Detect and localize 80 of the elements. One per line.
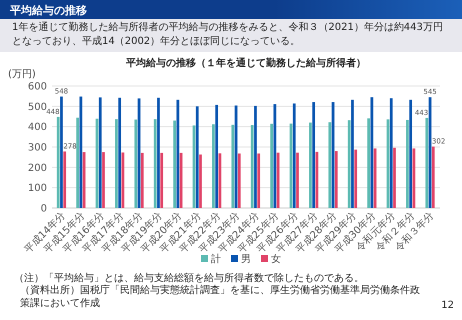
bar [432,146,435,208]
bar [390,98,393,208]
legend-item: 男 [231,254,251,265]
bar [115,119,118,208]
bar [231,124,234,208]
bar [428,97,432,208]
bar [386,119,390,208]
bar [292,103,296,208]
bar [276,152,280,208]
ytick: 100 [28,183,47,194]
bar [134,120,138,208]
bar [96,118,98,208]
bar [234,106,238,208]
bar [393,148,396,208]
bar [196,106,199,208]
bar [79,96,82,208]
annotation: 1年を通じて勤務した給与所得者の平均給与の推移をみると、令和３（2021）年分は約443万円となっており、平成14（2002）年分とほぼ同じになっている。 [12,21,444,49]
bar [250,125,254,208]
ylabel: (万円) [8,69,36,80]
bar [63,151,66,208]
annotation: （資料出所）国税庁「民間給与実態統計調査」を基に、厚生労働省労働基準局労働条件政策課において作成 [20,284,420,310]
bar [140,152,144,208]
ytick: 400 [28,122,47,134]
bar [257,154,260,208]
bar [180,152,182,208]
bar [157,98,160,208]
bar [218,153,222,208]
bar [118,98,122,208]
bar [254,106,257,208]
legend-label: 女 [271,253,281,265]
bar [409,100,412,208]
annotation: （注）「平均給与」とは、給与支給総額を給与所得者数で除したものである。 [14,272,364,284]
bar [154,119,157,208]
bar [370,97,374,208]
bar [348,120,351,208]
bar [199,154,202,208]
annotation: 12 [441,300,454,311]
ytick: 200 [28,162,47,174]
bar [290,124,292,208]
bar [60,96,63,208]
bar [76,118,79,208]
bar [56,116,60,208]
bar [192,125,196,208]
bar [312,102,316,208]
bar [334,151,338,208]
bar [374,148,376,208]
bar [215,104,218,208]
bar [316,152,318,208]
bar [273,104,276,208]
annotation: 平均給与の推移 [10,3,87,18]
bar [82,152,86,208]
bar [406,120,409,208]
bar [425,118,428,208]
bar [160,152,164,208]
bar [367,118,370,208]
bar [296,152,299,208]
bar [238,154,241,208]
bar [176,100,180,208]
bar [138,98,140,208]
legend-label: 計 [211,253,221,265]
bar [212,124,215,208]
ytick: 600 [28,82,47,92]
bar [309,122,312,208]
legend-item: 女 [261,254,281,265]
bar [270,124,273,208]
ytick: 0 [40,204,47,214]
bar [354,150,358,208]
bar [332,102,334,208]
title: 平均給与の推移（１年を通じて勤務した給与所得者） [126,58,366,69]
bar [328,122,332,208]
bar [102,152,105,208]
bar [351,100,354,208]
legend-item: 計 [201,254,221,265]
bar [173,120,176,208]
legend-label: 男 [241,254,251,265]
ytick: 500 [28,102,47,113]
ytick: 300 [28,142,47,154]
bar [122,152,124,208]
bar [98,97,102,208]
bar [412,148,416,208]
